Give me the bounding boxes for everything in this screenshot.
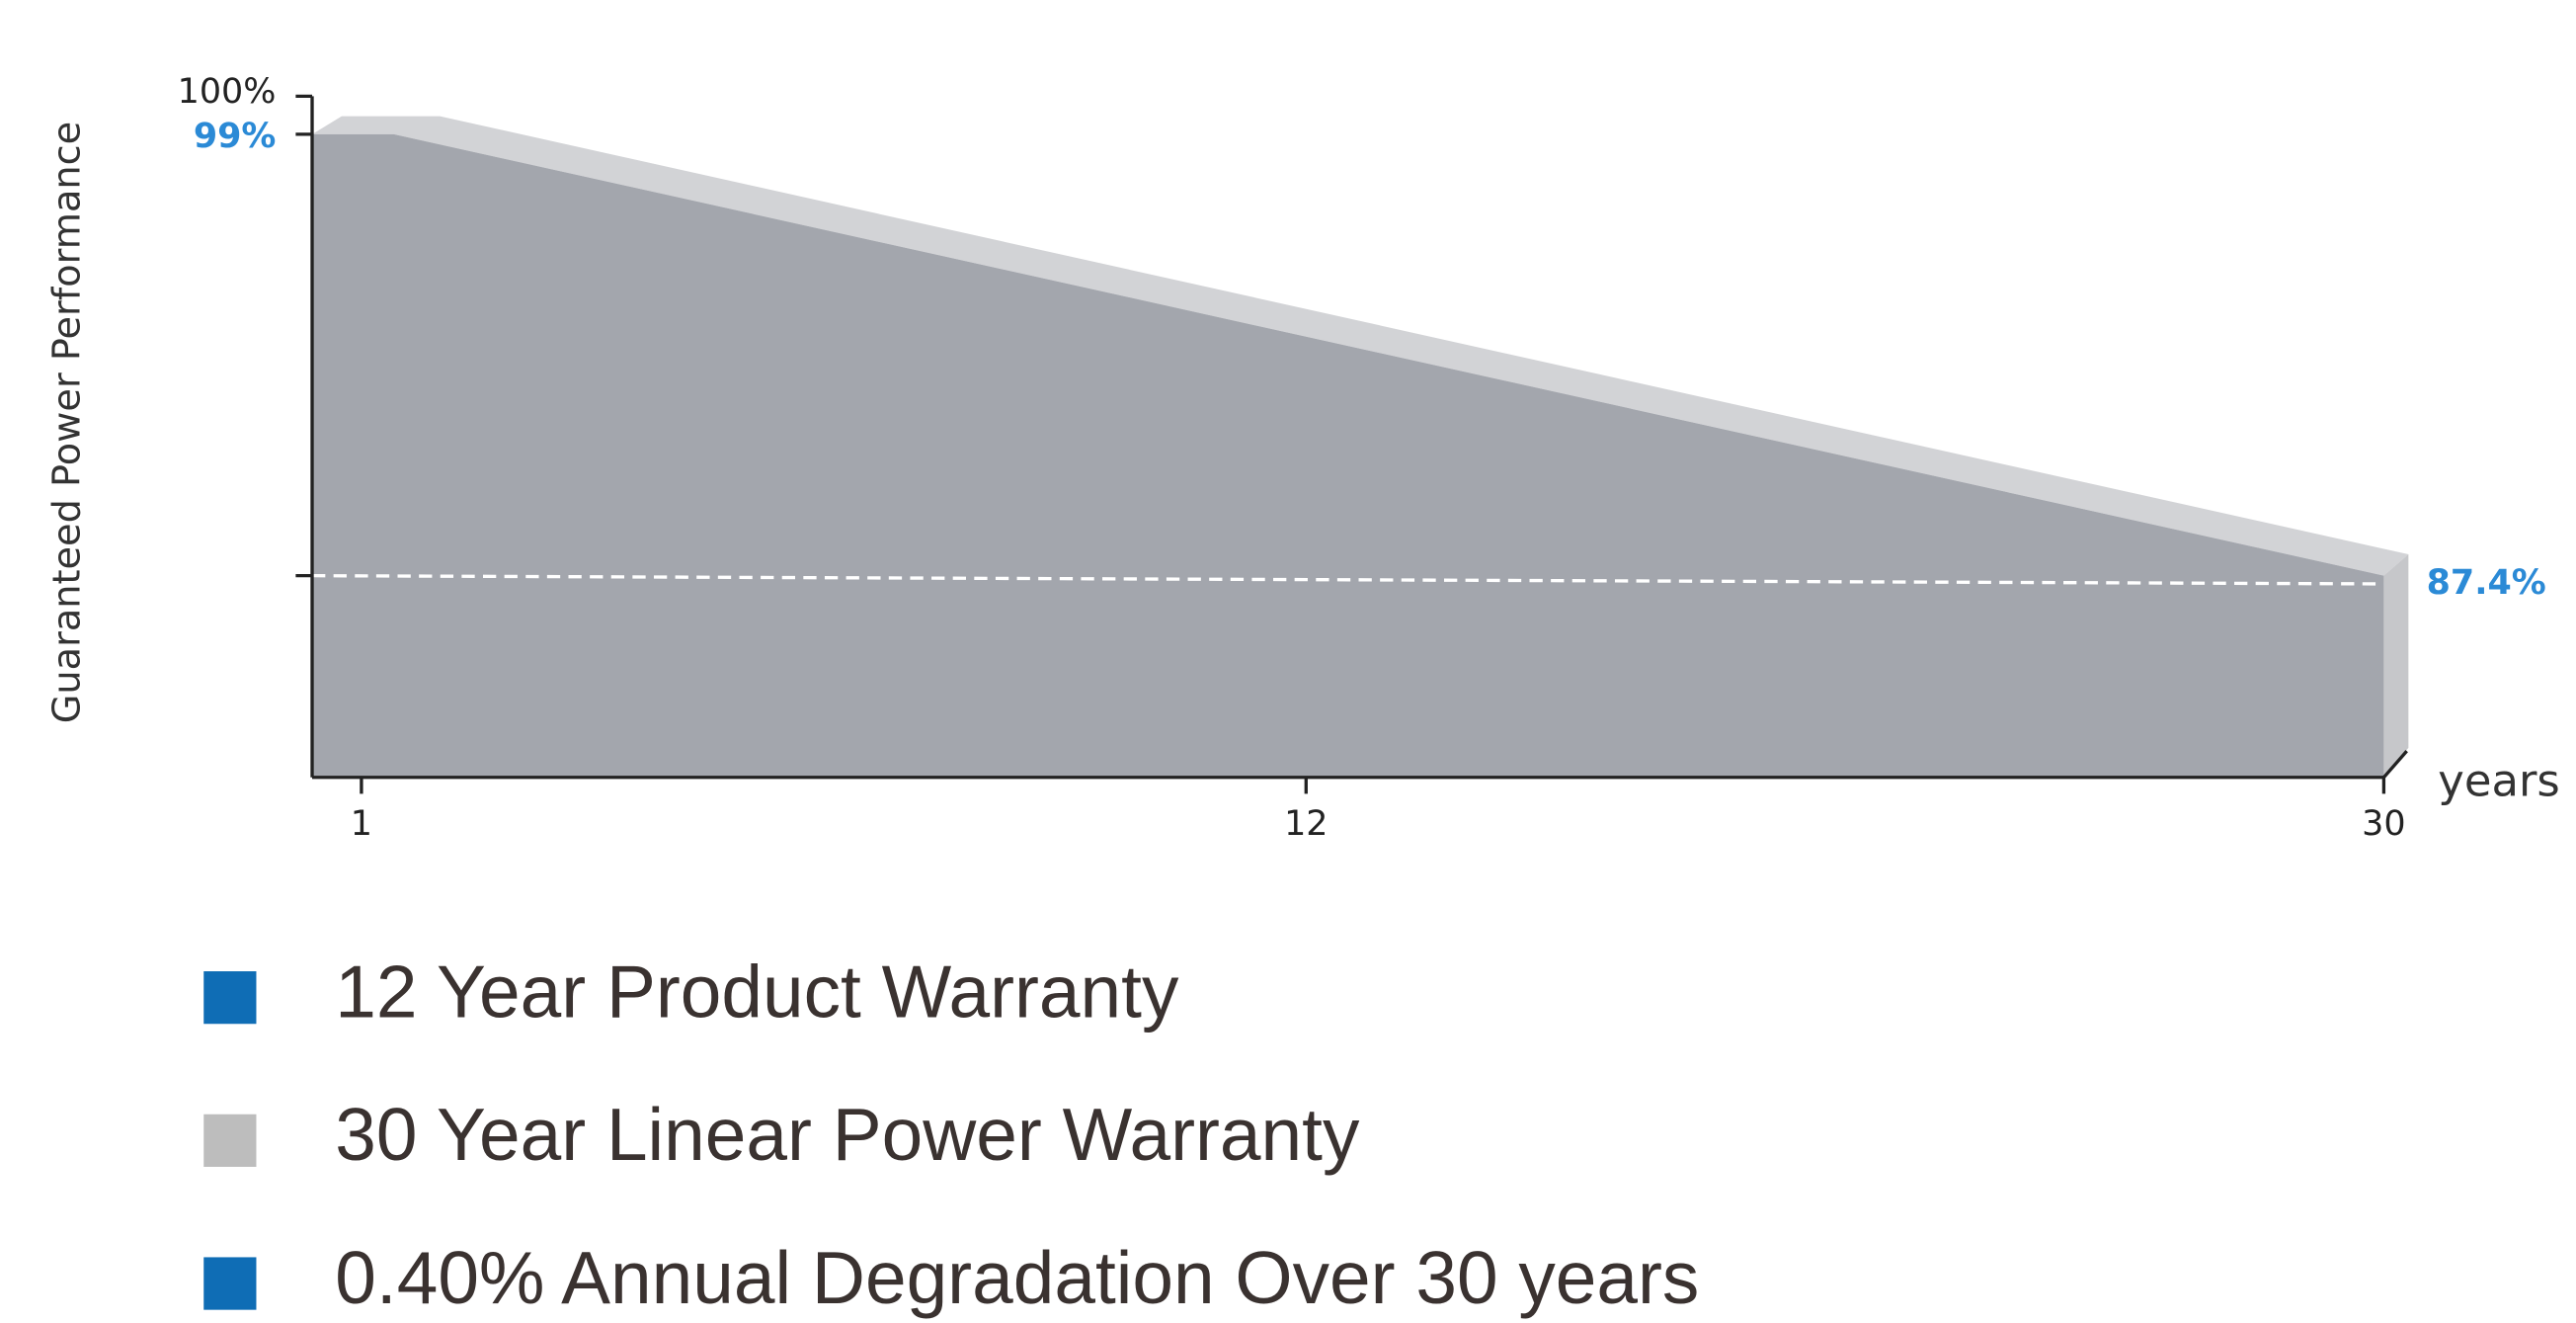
legend-swatch — [203, 1257, 257, 1310]
legend-label: 12 Year Product Warranty — [335, 950, 1179, 1033]
value-label: 87.4% — [2427, 563, 2546, 603]
x-axis-label: years — [2438, 754, 2560, 806]
x-tick-label: 30 — [2362, 804, 2405, 844]
legend-label: 30 Year Linear Power Warranty — [335, 1093, 1360, 1176]
y-axis-label: Guaranteed Power Performance — [44, 122, 89, 723]
x-tick-label: 1 — [351, 804, 372, 844]
area-top-face — [312, 116, 2409, 576]
area — [312, 133, 2384, 778]
x-tick-label: 12 — [1284, 804, 1328, 844]
area-side-face — [2383, 554, 2409, 778]
legend-label: 0.40% Annual Degradation Over 30 years — [335, 1236, 1699, 1319]
legend-swatch — [203, 1114, 257, 1167]
legend-swatch — [203, 971, 257, 1025]
reference-line — [312, 573, 2384, 586]
y-tick-label: 100% — [178, 72, 277, 112]
value-label: 99% — [194, 117, 277, 156]
axis-break — [2382, 750, 2408, 779]
